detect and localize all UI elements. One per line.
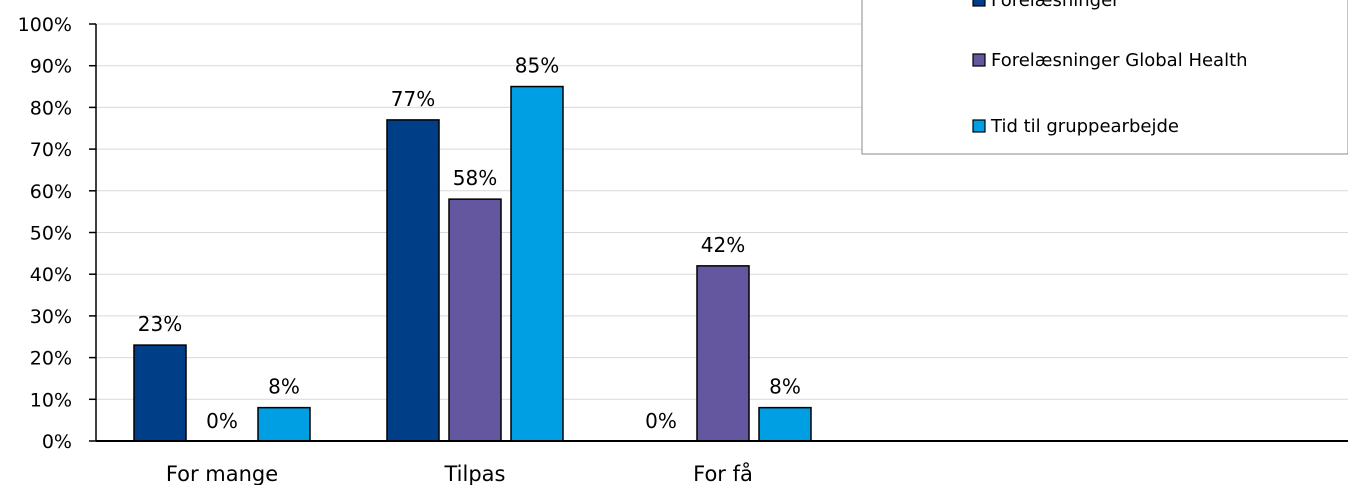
data-label: 77% (391, 87, 435, 111)
category-label: Tilpas (444, 462, 506, 485)
data-label: 85% (515, 54, 559, 78)
bar (696, 265, 750, 442)
x-axis-categories: For mange Tilpas For få (166, 461, 753, 485)
data-label: 0% (206, 409, 238, 433)
legend-label: Tid til gruppearbejde (990, 116, 1179, 137)
bar (133, 344, 187, 442)
legend-swatch (972, 53, 986, 67)
category-label: For mange (166, 462, 278, 485)
y-tick-label: 10% (30, 389, 72, 411)
y-tick-label: 90% (30, 56, 72, 78)
legend-items: Forelæsninger Forelæsninger Global Health… (972, 0, 1248, 137)
legend-label: Forelæsninger (991, 0, 1120, 11)
legend-label: Forelæsninger Global Health (991, 50, 1248, 71)
data-label: 8% (268, 375, 300, 399)
y-axis-ticks: 0% 10% 20% 30% 40% 50% 60% 70% 80% 90% 100% (18, 14, 96, 453)
data-labels: 23% 0% 8% 77% 58% 85% 0% 42% 8% (138, 54, 801, 433)
y-tick-label: 60% (30, 181, 72, 203)
bar (257, 406, 311, 442)
y-tick-label: 30% (30, 306, 72, 328)
legend-swatch (972, 119, 986, 133)
bar (758, 406, 812, 442)
bar (386, 119, 440, 442)
category-label: For få (693, 461, 753, 485)
y-tick-label: 100% (18, 14, 72, 36)
y-tick-label: 50% (30, 223, 72, 245)
y-tick-label: 0% (42, 431, 72, 453)
y-tick-label: 20% (30, 348, 72, 370)
bars (133, 85, 812, 442)
bar (448, 198, 502, 442)
bar (510, 85, 564, 442)
data-label: 8% (769, 375, 801, 399)
data-label: 0% (645, 409, 677, 433)
y-tick-label: 70% (30, 139, 72, 161)
y-tick-label: 40% (30, 264, 72, 286)
y-tick-label: 80% (30, 97, 72, 119)
data-label: 23% (138, 312, 182, 336)
legend-box (861, 0, 1348, 155)
data-label: 58% (453, 166, 497, 190)
legend: Forelæsninger Forelæsninger Global Health… (861, 0, 1348, 155)
legend-swatch (972, 0, 986, 7)
data-label: 42% (701, 233, 745, 257)
